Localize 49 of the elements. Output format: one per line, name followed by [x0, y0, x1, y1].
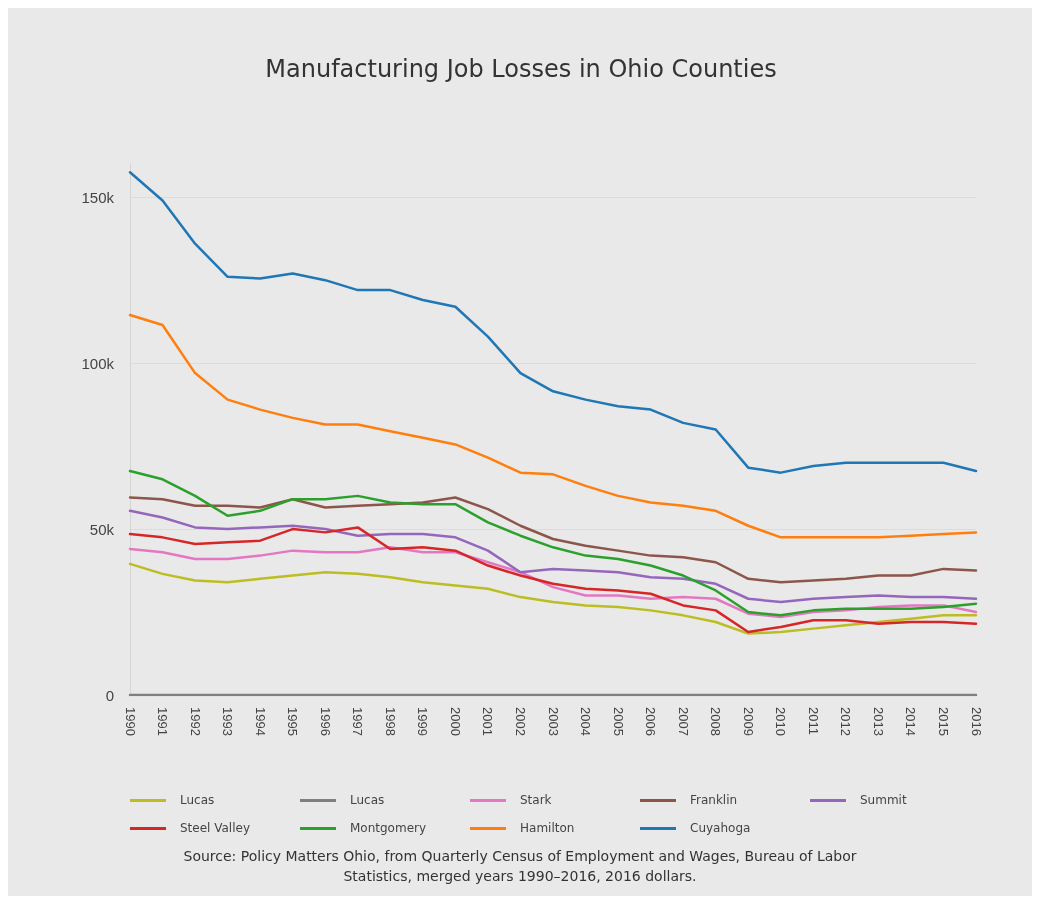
y-tick-label: 0 [105, 686, 114, 704]
legend-label: Summit [860, 793, 907, 807]
x-tick-label: 1995 [285, 707, 301, 736]
x-tick-label: 1993 [220, 707, 236, 736]
line-series [128, 469, 978, 617]
x-tick-label: 2014 [903, 707, 919, 736]
legend-label: Lucas [350, 793, 385, 807]
x-tick-label: 2013 [870, 707, 886, 736]
line-series [128, 526, 978, 634]
line-series [128, 509, 978, 604]
legend-label: Franklin [690, 793, 738, 807]
x-tick-label: 1996 [317, 707, 333, 736]
x-tick-label: 2015 [935, 707, 951, 736]
legend-label: Montgomery [350, 821, 427, 835]
x-tick-label: 1999 [415, 707, 431, 736]
x-tick-label: 2008 [708, 707, 724, 736]
line-series [128, 562, 978, 635]
legend-label: Hamilton [520, 821, 575, 835]
line-series [128, 496, 978, 584]
legend-label: Stark [520, 793, 552, 807]
chart-title: Manufacturing Job Losses in Ohio Counties [265, 55, 777, 83]
x-tick-label: 2000 [447, 707, 463, 736]
x-tick-label: 2005 [610, 707, 626, 736]
x-tick-label: 2007 [675, 707, 691, 736]
legend-label: Steel Valley [180, 821, 251, 835]
x-tick-label: 2010 [773, 707, 789, 736]
x-tick-label: 1998 [382, 707, 398, 736]
y-tick-label: 50k [89, 520, 115, 538]
x-tick-label: 2001 [480, 707, 496, 736]
x-tick-label: 2003 [545, 707, 561, 736]
x-tick-label: 1990 [122, 707, 138, 736]
x-tick-label: 2004 [578, 707, 594, 736]
x-tick-label: 2006 [643, 707, 659, 736]
y-tick-label: 150k [81, 188, 115, 206]
x-tick-label: 2009 [740, 707, 756, 736]
x-tick-label: 1991 [155, 707, 171, 736]
line-series [128, 171, 978, 474]
x-tick-label: 2016 [968, 707, 984, 736]
x-tick-label: 1997 [350, 707, 366, 736]
x-tick-label: 2012 [838, 707, 854, 736]
line-series [128, 313, 978, 539]
x-tick-label: 1992 [187, 707, 203, 736]
y-tick-label: 100k [81, 354, 115, 372]
legend-label: Cuyahoga [690, 821, 751, 835]
x-tick-label: 2002 [512, 707, 528, 736]
legend-label: Lucas [180, 793, 215, 807]
x-tick-label: 1994 [252, 707, 268, 736]
x-tick-label: 2011 [805, 707, 821, 735]
source-note: Source: Policy Matters Ohio, from Quarterly Census of Employment and Wages, Bureau of Labor Statistics, merged years 1990–2016, 2016 dollars. [182, 847, 858, 886]
